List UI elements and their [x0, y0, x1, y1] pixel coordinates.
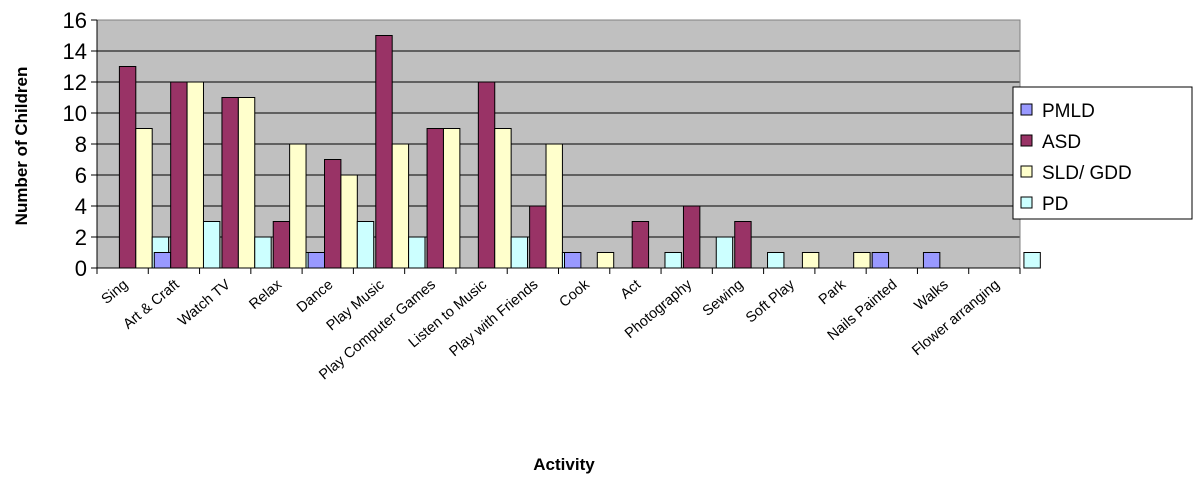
bar-pd	[1023, 252, 1041, 269]
x-tick-label: Play with Friends	[447, 277, 542, 360]
bar-sld-gdd	[801, 252, 820, 269]
legend-swatch	[1020, 134, 1033, 147]
bar-sld-gdd	[135, 128, 153, 269]
x-tick-label: Art & Craft	[120, 277, 182, 333]
bar-pd	[510, 236, 529, 269]
bar-pmld	[564, 252, 582, 269]
y-tick-label: 6	[75, 163, 87, 188]
bar-pd	[356, 221, 375, 269]
bar-pd	[254, 236, 272, 269]
bar-pd	[202, 221, 221, 269]
x-tick-label: Dance	[294, 277, 336, 316]
bar-pd	[767, 252, 785, 269]
x-tick-label: Walks	[912, 277, 952, 314]
y-tick-label: 0	[75, 256, 87, 281]
bar-sld-gdd	[289, 143, 307, 269]
bar-pmld	[153, 252, 172, 269]
bar-pmld	[871, 252, 890, 269]
y-tick-label: 2	[75, 225, 87, 250]
y-tick-label: 10	[63, 101, 87, 126]
bar-sld-gdd	[494, 128, 512, 269]
legend-label: PMLD	[1042, 101, 1095, 122]
bar-asd	[324, 159, 342, 269]
x-tick-label: Relax	[246, 276, 285, 313]
legend-swatch	[1020, 103, 1033, 116]
legend-box	[1012, 86, 1193, 220]
y-axis-title: Number of Children	[12, 67, 31, 226]
bar-pd	[715, 236, 734, 269]
bar-sld-gdd	[391, 143, 410, 269]
bar-pd	[408, 236, 426, 269]
bar-pd	[664, 252, 682, 269]
legend-label: ASD	[1042, 132, 1081, 153]
x-tick-label: Sing	[99, 277, 132, 308]
bar-sld-gdd	[545, 143, 563, 269]
bar-asd	[477, 81, 496, 269]
y-tick-labels: 0 2 4 6 8 10 12 14 16	[63, 8, 97, 281]
bar-asd	[631, 221, 650, 269]
bar-sld-gdd	[596, 252, 615, 269]
bar-sld-gdd	[853, 252, 871, 269]
x-axis-title: Activity	[533, 455, 595, 474]
legend: PMLD ASD SLD/ GDD PD	[1012, 86, 1193, 220]
bar-asd	[426, 128, 444, 269]
bar-asd	[118, 66, 137, 269]
bar-sld-gdd	[442, 128, 461, 269]
y-tick-label: 12	[63, 70, 87, 95]
x-tick-label: Cook	[556, 276, 593, 310]
y-tick-label: 8	[75, 132, 87, 157]
y-tick-label: 4	[75, 194, 87, 219]
y-tick-label: 16	[63, 8, 87, 33]
bar-pmld	[922, 252, 941, 269]
bar-sld-gdd	[237, 97, 256, 269]
bar-asd	[375, 35, 393, 269]
x-tick-label: Flower arranging	[909, 277, 1003, 359]
legend-swatch	[1020, 196, 1033, 209]
bar-asd	[682, 205, 701, 269]
x-tick-label: Sewing	[700, 277, 747, 320]
bar-asd	[221, 97, 239, 269]
x-tick-label: Watch TV	[175, 277, 234, 330]
bar-sld-gdd	[340, 174, 358, 269]
bar-pmld	[307, 252, 326, 269]
legend-swatch	[1020, 165, 1033, 178]
x-tick-label: Act	[618, 277, 644, 303]
y-tick-label: 14	[63, 39, 87, 64]
bar-sld-gdd	[186, 81, 204, 269]
legend-label: PD	[1042, 194, 1068, 215]
bars	[118, 35, 1041, 269]
bar-asd	[170, 81, 188, 269]
bar-asd	[529, 205, 547, 269]
bar-asd	[272, 221, 291, 269]
x-tick-label: Soft Play	[743, 276, 798, 326]
legend-label: SLD/ GDD	[1042, 163, 1132, 184]
x-tick-label: Park	[816, 276, 850, 308]
bar-asd	[734, 221, 752, 269]
